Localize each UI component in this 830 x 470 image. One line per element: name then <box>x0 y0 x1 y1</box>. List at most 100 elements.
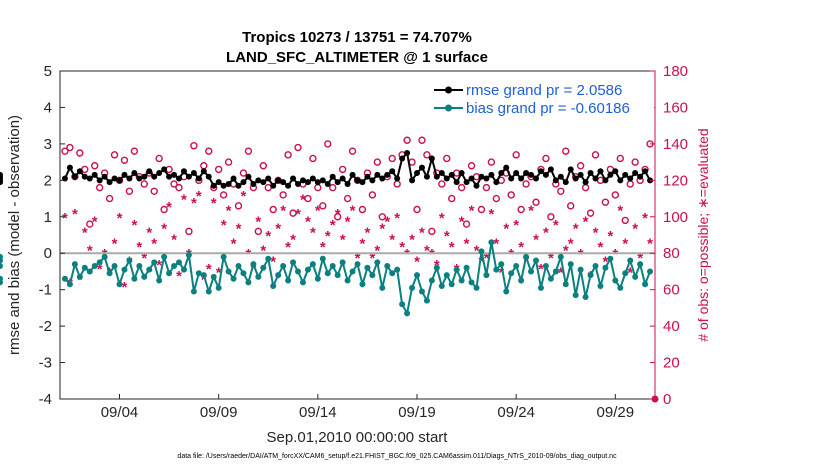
obs-evaluated-point: * <box>573 221 579 238</box>
bias-point <box>240 270 247 277</box>
rmse-point <box>106 179 113 186</box>
bias-point <box>250 261 257 268</box>
obs-evaluated-point: * <box>593 224 599 241</box>
obs-possible-point <box>388 154 396 163</box>
obs-evaluated-point: * <box>612 246 618 263</box>
legend-bias-marker <box>445 104 452 112</box>
obs-evaluated-point: * <box>241 188 247 205</box>
rmse-point <box>547 166 554 173</box>
obs-possible-point <box>492 194 501 203</box>
rmse-point <box>488 171 495 178</box>
obs-evaluated-point: * <box>136 239 142 256</box>
bias-point <box>76 273 83 280</box>
x-tick-label: 09/24 <box>497 404 535 421</box>
obs-evaluated-point: * <box>369 250 375 267</box>
bias-point <box>171 262 178 269</box>
obs-evaluated-point: * <box>236 221 242 238</box>
obs-possible-point <box>175 183 183 192</box>
rmse-point <box>409 177 416 184</box>
bias-point <box>404 310 411 317</box>
obs-evaluated-point: * <box>439 210 445 227</box>
rmse-point <box>523 170 530 177</box>
rmse-point <box>463 179 470 186</box>
rmse-point <box>255 177 262 184</box>
obs-evaluated-point: * <box>315 202 321 219</box>
obs-possible-point <box>448 194 456 203</box>
obs-possible-point <box>467 162 476 170</box>
rmse-point <box>200 168 207 175</box>
rmse-point <box>195 175 202 182</box>
obs-possible-point <box>155 154 163 163</box>
obs-possible-point <box>393 180 401 188</box>
rmse-point <box>374 171 381 178</box>
rmse-point <box>96 177 103 184</box>
obs-possible-point <box>611 191 620 199</box>
y2-axis-label: # of obs: o=possible; ∗=evaluated <box>695 128 711 341</box>
obs-possible-point <box>160 205 168 214</box>
obs-possible-point <box>581 183 590 192</box>
bias-point <box>255 273 262 280</box>
y2-tick-label: 180 <box>663 63 688 80</box>
rmse-point <box>275 177 282 184</box>
obs-possible-point <box>91 162 99 170</box>
obs-possible-point <box>150 187 158 195</box>
obs-possible-point <box>438 180 446 188</box>
bias-point <box>384 262 391 269</box>
rmse-point <box>131 170 138 177</box>
bias-point <box>518 277 525 284</box>
obs-possible-point <box>95 183 104 192</box>
obs-evaluated-point: * <box>483 250 489 267</box>
bias-point <box>121 266 128 273</box>
bias-point <box>136 262 143 269</box>
obs-possible-point <box>507 191 515 199</box>
rmse-point <box>304 179 311 186</box>
obs-evaluated-point: * <box>404 246 410 263</box>
obs-possible-point <box>324 140 332 148</box>
obs-evaluated-point: * <box>226 202 232 219</box>
bias-point <box>0 262 3 269</box>
obs-possible-point <box>304 194 312 203</box>
bias-point <box>597 283 604 290</box>
obs-possible-point <box>190 142 198 150</box>
bias-point <box>0 253 3 260</box>
obs-evaluated-point: * <box>578 246 584 263</box>
obs-evaluated-point: * <box>320 239 326 256</box>
rmse-point <box>642 168 649 175</box>
obs-evaluated-point: * <box>112 235 118 252</box>
obs-possible-point <box>532 198 540 206</box>
obs-possible-point <box>120 156 129 164</box>
obs-evaluated-point: * <box>97 261 103 278</box>
bias-point <box>200 272 207 279</box>
x-tick-label: 09/29 <box>597 404 635 421</box>
bias-point <box>235 262 242 269</box>
obs-evaluated-point: * <box>131 217 137 234</box>
bias-point <box>101 253 108 260</box>
rmse-point <box>428 155 435 162</box>
bias-point <box>607 255 614 262</box>
obs-evaluated-point: * <box>548 250 554 267</box>
obs-possible-point <box>512 151 520 159</box>
bias-point <box>493 266 500 273</box>
rmse-point <box>468 175 475 182</box>
legend: rmse grand pr = 2.0586 bias grand pr = -… <box>430 80 654 122</box>
rmse-point <box>384 171 391 178</box>
obs-evaluated-point: * <box>424 243 430 260</box>
obs-evaluated-point: * <box>216 264 222 281</box>
obs-possible-point <box>428 227 436 236</box>
rmse-point <box>280 179 287 186</box>
rmse-point <box>612 168 619 175</box>
bias-point <box>617 284 624 291</box>
obs-possible-point <box>244 147 253 155</box>
obs-evaluated-point: * <box>429 246 435 263</box>
obs-possible-point <box>443 154 451 163</box>
rmse-point <box>111 175 118 182</box>
bias-point <box>230 275 237 282</box>
obs-evaluated-point: * <box>498 264 504 281</box>
obs-possible-point <box>61 147 69 155</box>
obs-possible-point <box>140 180 148 188</box>
bias-point <box>443 272 450 279</box>
obs-possible-point <box>368 191 377 199</box>
rmse-point <box>260 179 267 186</box>
bias-point <box>547 275 554 282</box>
obs-count-series: * ******************** * ******************… <box>61 136 654 296</box>
